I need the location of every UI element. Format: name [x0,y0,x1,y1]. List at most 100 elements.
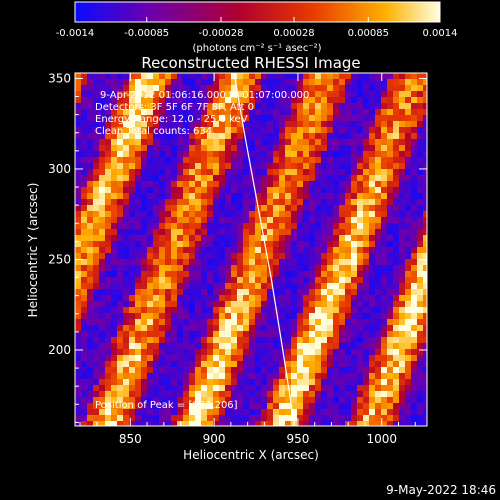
heatmap-cell [165,421,171,426]
heatmap-cell [207,367,213,373]
heatmap-cell [225,91,231,97]
heatmap-cell [375,361,381,367]
heatmap-cell [255,271,261,277]
heatmap-cell [87,385,93,391]
heatmap-cell [315,259,321,265]
heatmap-cell [321,121,327,127]
heatmap-cell [135,367,141,373]
heatmap-cell [123,289,129,295]
heatmap-cell [141,181,147,187]
heatmap-cell [249,319,255,325]
heatmap-cell [129,229,135,235]
heatmap-cell [123,301,129,307]
heatmap-cell [219,151,225,157]
heatmap-cell [237,175,243,181]
heatmap-cell [243,133,249,139]
heatmap-cell [279,211,285,217]
heatmap-cell [195,283,201,289]
heatmap-cell [213,301,219,307]
heatmap-cell [135,331,141,337]
heatmap-cell [159,355,165,361]
heatmap-cell [339,343,345,349]
heatmap-cell [345,139,351,145]
heatmap-cell [327,79,333,85]
heatmap-cell [369,385,375,391]
heatmap-cell [207,421,213,426]
heatmap-cell [345,277,351,283]
heatmap-cell [195,421,201,426]
heatmap-cell [135,385,141,391]
heatmap-cell [219,175,225,181]
heatmap-cell [195,181,201,187]
heatmap-cell [147,85,153,91]
heatmap-cell [171,277,177,283]
heatmap-cell [93,145,99,151]
heatmap-cell [309,217,315,223]
heatmap-cell [405,127,411,133]
heatmap-cell [177,223,183,229]
heatmap-cell [417,103,423,109]
heatmap-cell [255,337,261,343]
heatmap-cell [399,313,405,319]
heatmap-cell [141,103,147,109]
heatmap-cell [285,409,291,415]
heatmap-cell [351,199,357,205]
heatmap-cell [99,253,105,259]
heatmap-cell [363,391,369,397]
heatmap-cell [249,301,255,307]
heatmap-cell [201,229,207,235]
heatmap-cell [183,127,189,133]
heatmap-cell [309,355,315,361]
heatmap-cell [315,97,321,103]
heatmap-cell [135,139,141,145]
heatmap-cell [153,403,159,409]
heatmap-cell [153,175,159,181]
heatmap-cell [75,289,81,295]
heatmap-cell [249,145,255,151]
heatmap-cell [273,415,279,421]
heatmap-cell [351,211,357,217]
heatmap-cell [387,157,393,163]
heatmap-cell [405,331,411,337]
heatmap-cell [225,115,231,121]
heatmap-cell [237,229,243,235]
heatmap-cell [201,307,207,313]
heatmap-cell [213,73,219,79]
heatmap-cell [99,289,105,295]
heatmap-cell [417,121,423,127]
heatmap-cell [237,169,243,175]
heatmap-cell [189,397,195,403]
heatmap-cell [363,277,369,283]
heatmap-cell [201,325,207,331]
heatmap-cell [81,151,87,157]
heatmap-cell [99,109,105,115]
heatmap-cell [273,319,279,325]
heatmap-cell [177,295,183,301]
heatmap-cell [123,391,129,397]
heatmap-cell [303,379,309,385]
heatmap-cell [393,421,399,426]
heatmap-cell [267,361,273,367]
heatmap-cell [417,211,423,217]
heatmap-cell [219,73,225,79]
heatmap-cell [219,313,225,319]
heatmap-cell [165,109,171,115]
heatmap-cell [273,193,279,199]
heatmap-cell [411,409,417,415]
heatmap-cell [387,361,393,367]
heatmap-cell [291,265,297,271]
heatmap-cell [411,127,417,133]
heatmap-cell [327,415,333,421]
heatmap-cell [183,367,189,373]
heatmap-cell [111,199,117,205]
heatmap-cell [75,313,81,319]
heatmap-cell [141,139,147,145]
heatmap-cell [273,223,279,229]
heatmap-cell [381,349,387,355]
heatmap-cell [285,265,291,271]
heatmap-cell [81,241,87,247]
heatmap-cell [93,319,99,325]
heatmap-cell [411,205,417,211]
heatmap-cell [333,379,339,385]
heatmap-cell [237,157,243,163]
